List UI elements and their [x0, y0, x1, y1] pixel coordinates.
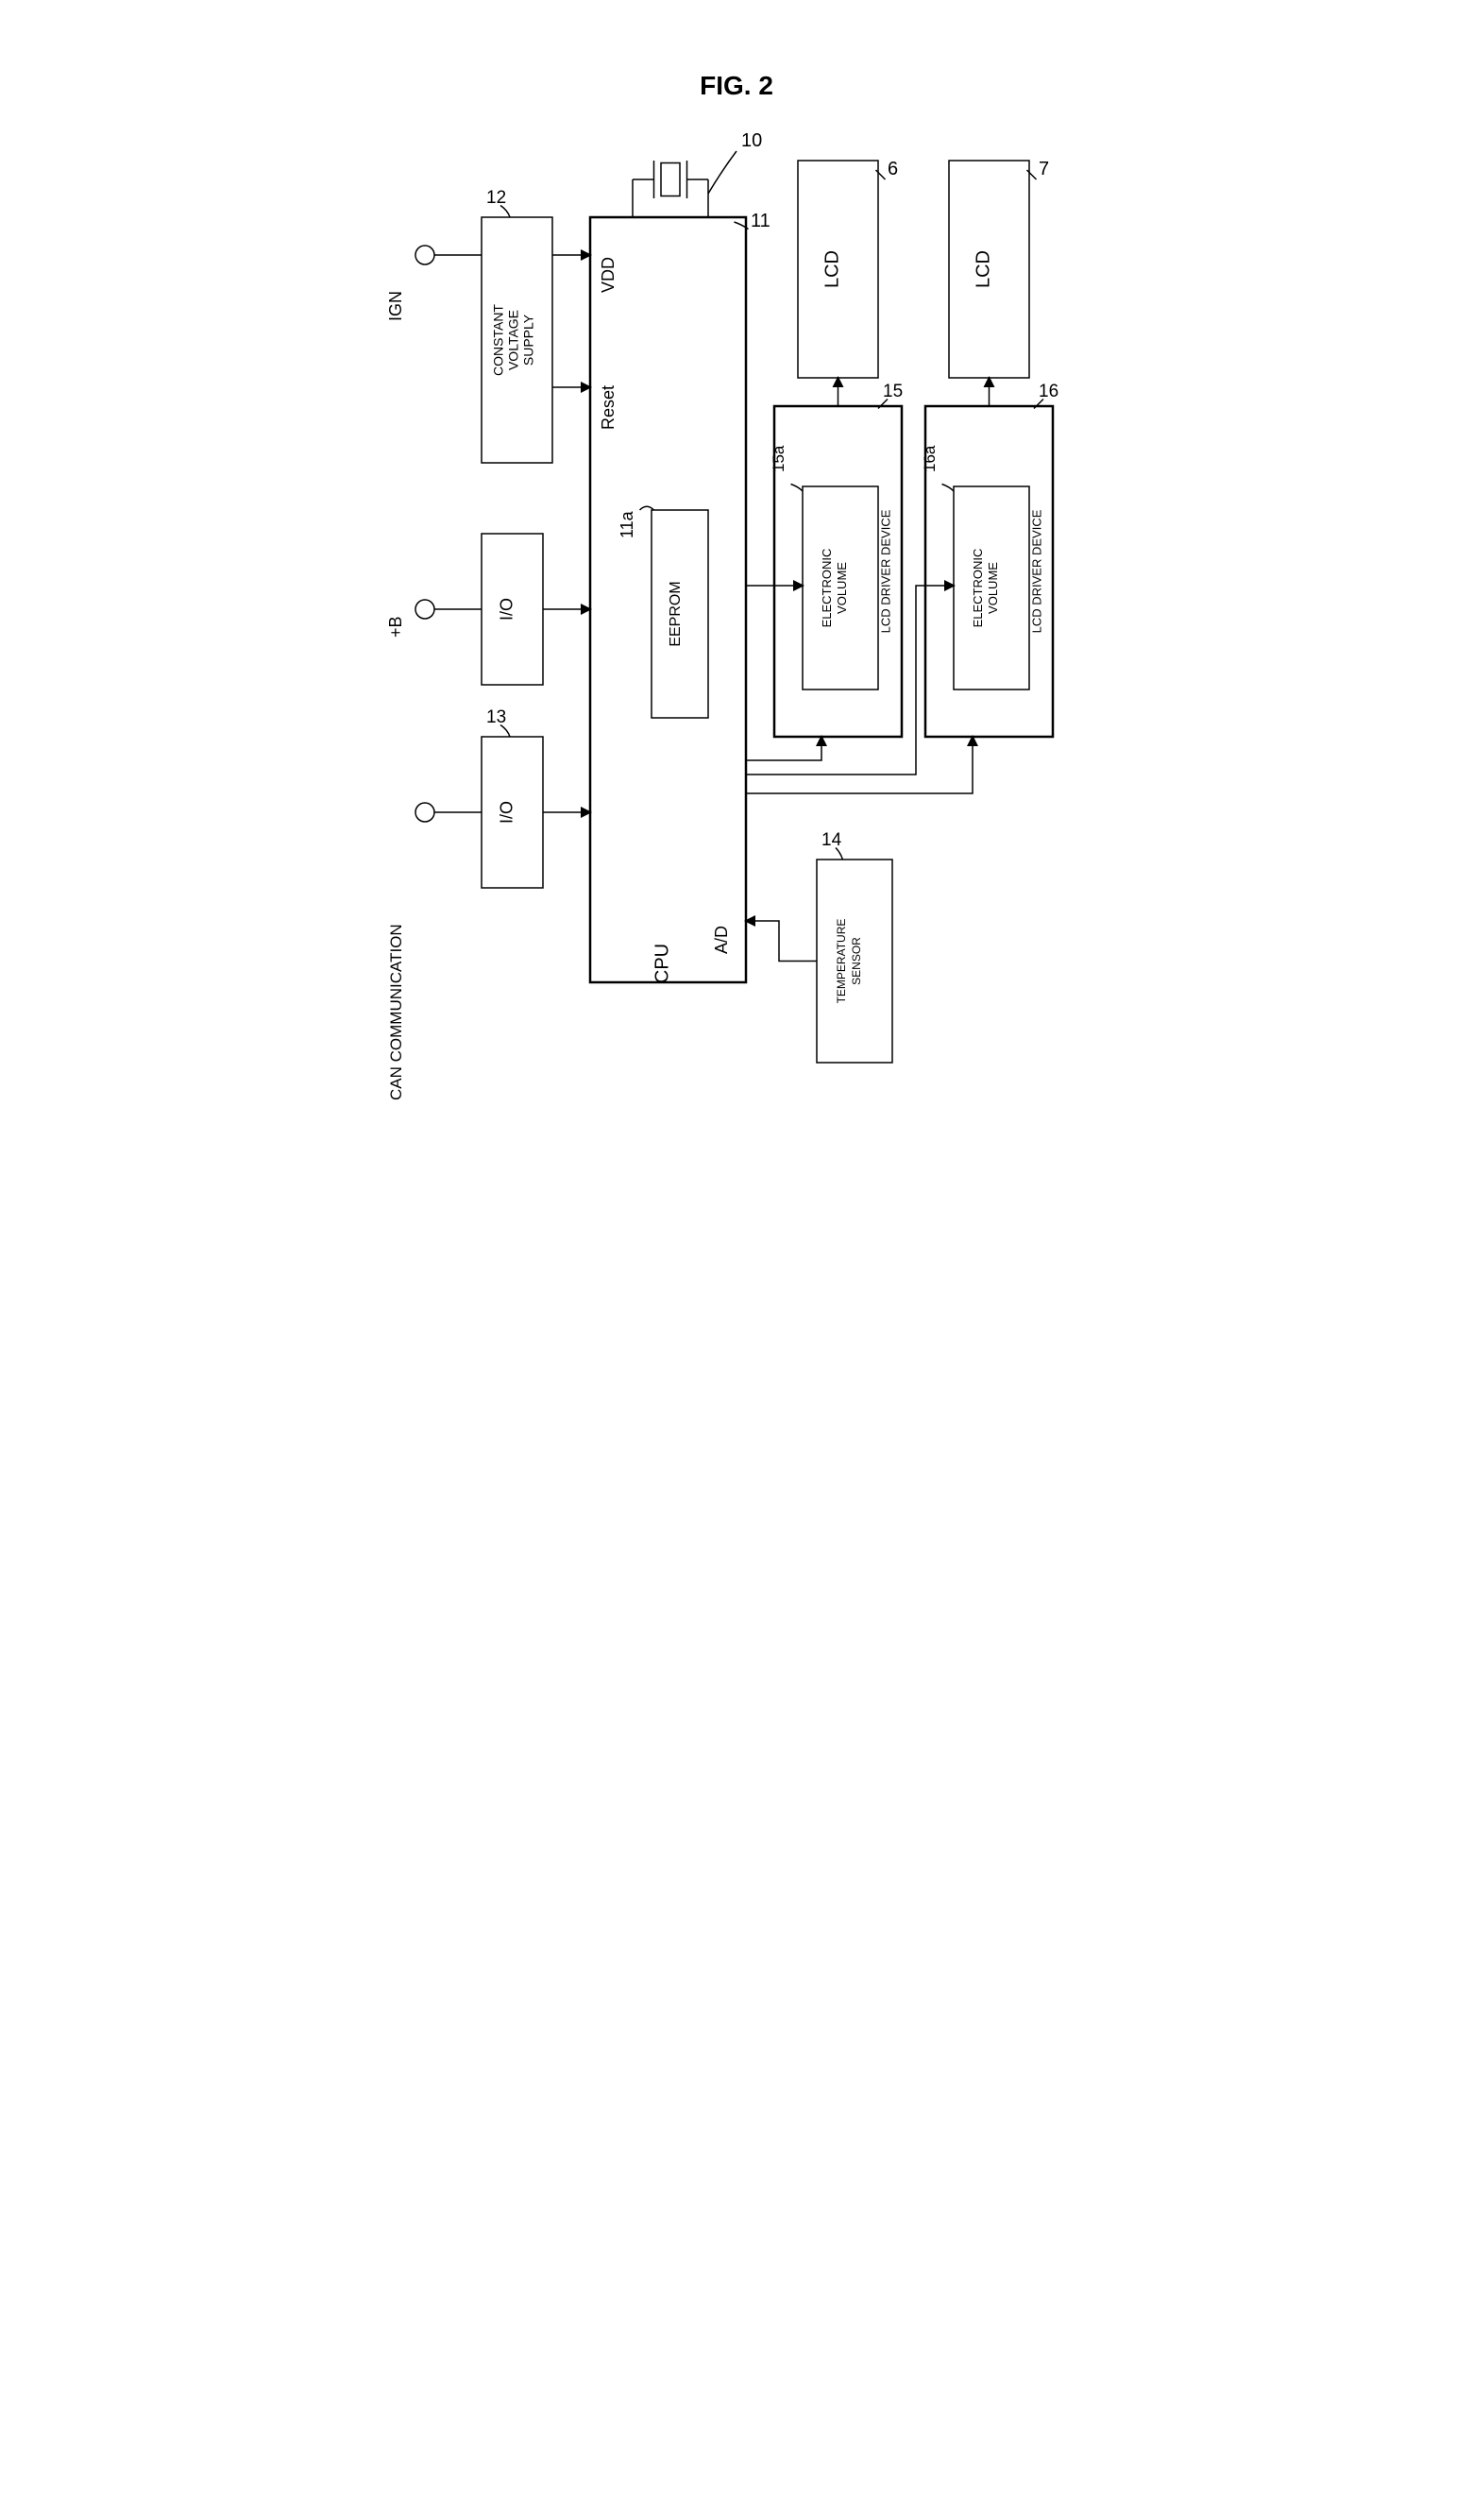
ref-lcd2: 7	[1039, 159, 1049, 179]
eeprom-label: EEPROM	[668, 581, 684, 646]
ref-drv2: 16	[1039, 382, 1058, 401]
ref-ev1: 15a	[770, 445, 787, 472]
ign-terminal	[415, 246, 434, 264]
ref-ev2: 16a	[921, 445, 939, 472]
ref-system: 10	[741, 130, 762, 151]
plusb-terminal	[415, 600, 434, 619]
cpu-vdd-label: VDD	[599, 257, 618, 293]
io2-label: I/O	[498, 801, 516, 824]
ref-io2: 13	[486, 707, 506, 727]
plusb-label: +B	[386, 616, 405, 638]
io1-label: I/O	[498, 598, 516, 621]
can-label: CAN COMMUNICATION	[387, 924, 405, 1100]
figure-title: FIG. 2	[700, 71, 773, 100]
cpu-label: CPU	[652, 944, 673, 983]
ev2-label-2: VOLUME	[986, 562, 1000, 614]
crystal-oscillator	[633, 161, 708, 217]
ref-temp: 14	[821, 830, 842, 850]
cvs-label-1: CONSTANT	[491, 304, 506, 376]
drv1-label: LCD DRIVER DEVICE	[879, 509, 893, 633]
temp-label-2: SENSOR	[850, 937, 863, 985]
lcd2-label: LCD	[974, 250, 994, 288]
cvs-label-2: VOLTAGE	[506, 310, 521, 370]
ref-eeprom: 11a	[618, 510, 636, 538]
ref-drv1: 15	[883, 382, 903, 401]
can-terminal	[415, 803, 434, 822]
ev1-label-1: ELECTRONIC	[820, 549, 834, 628]
ev1-label-2: VOLUME	[835, 562, 849, 614]
ref-cvs: 12	[486, 188, 506, 208]
ref-lcd1: 6	[888, 159, 898, 179]
lcd1-label: LCD	[822, 250, 843, 288]
cpu-ad-label: A/D	[712, 926, 731, 954]
ref-cpu: 11	[751, 211, 770, 231]
ign-label: IGN	[386, 291, 405, 321]
cpu-reset-label: Reset	[599, 385, 618, 430]
ev2-label-1: ELECTRONIC	[971, 549, 985, 628]
temp-label-1: TEMPERATURE	[835, 919, 848, 1004]
drv2-label: LCD DRIVER DEVICE	[1030, 509, 1044, 633]
cvs-label-3: SUPPLY	[521, 314, 536, 366]
